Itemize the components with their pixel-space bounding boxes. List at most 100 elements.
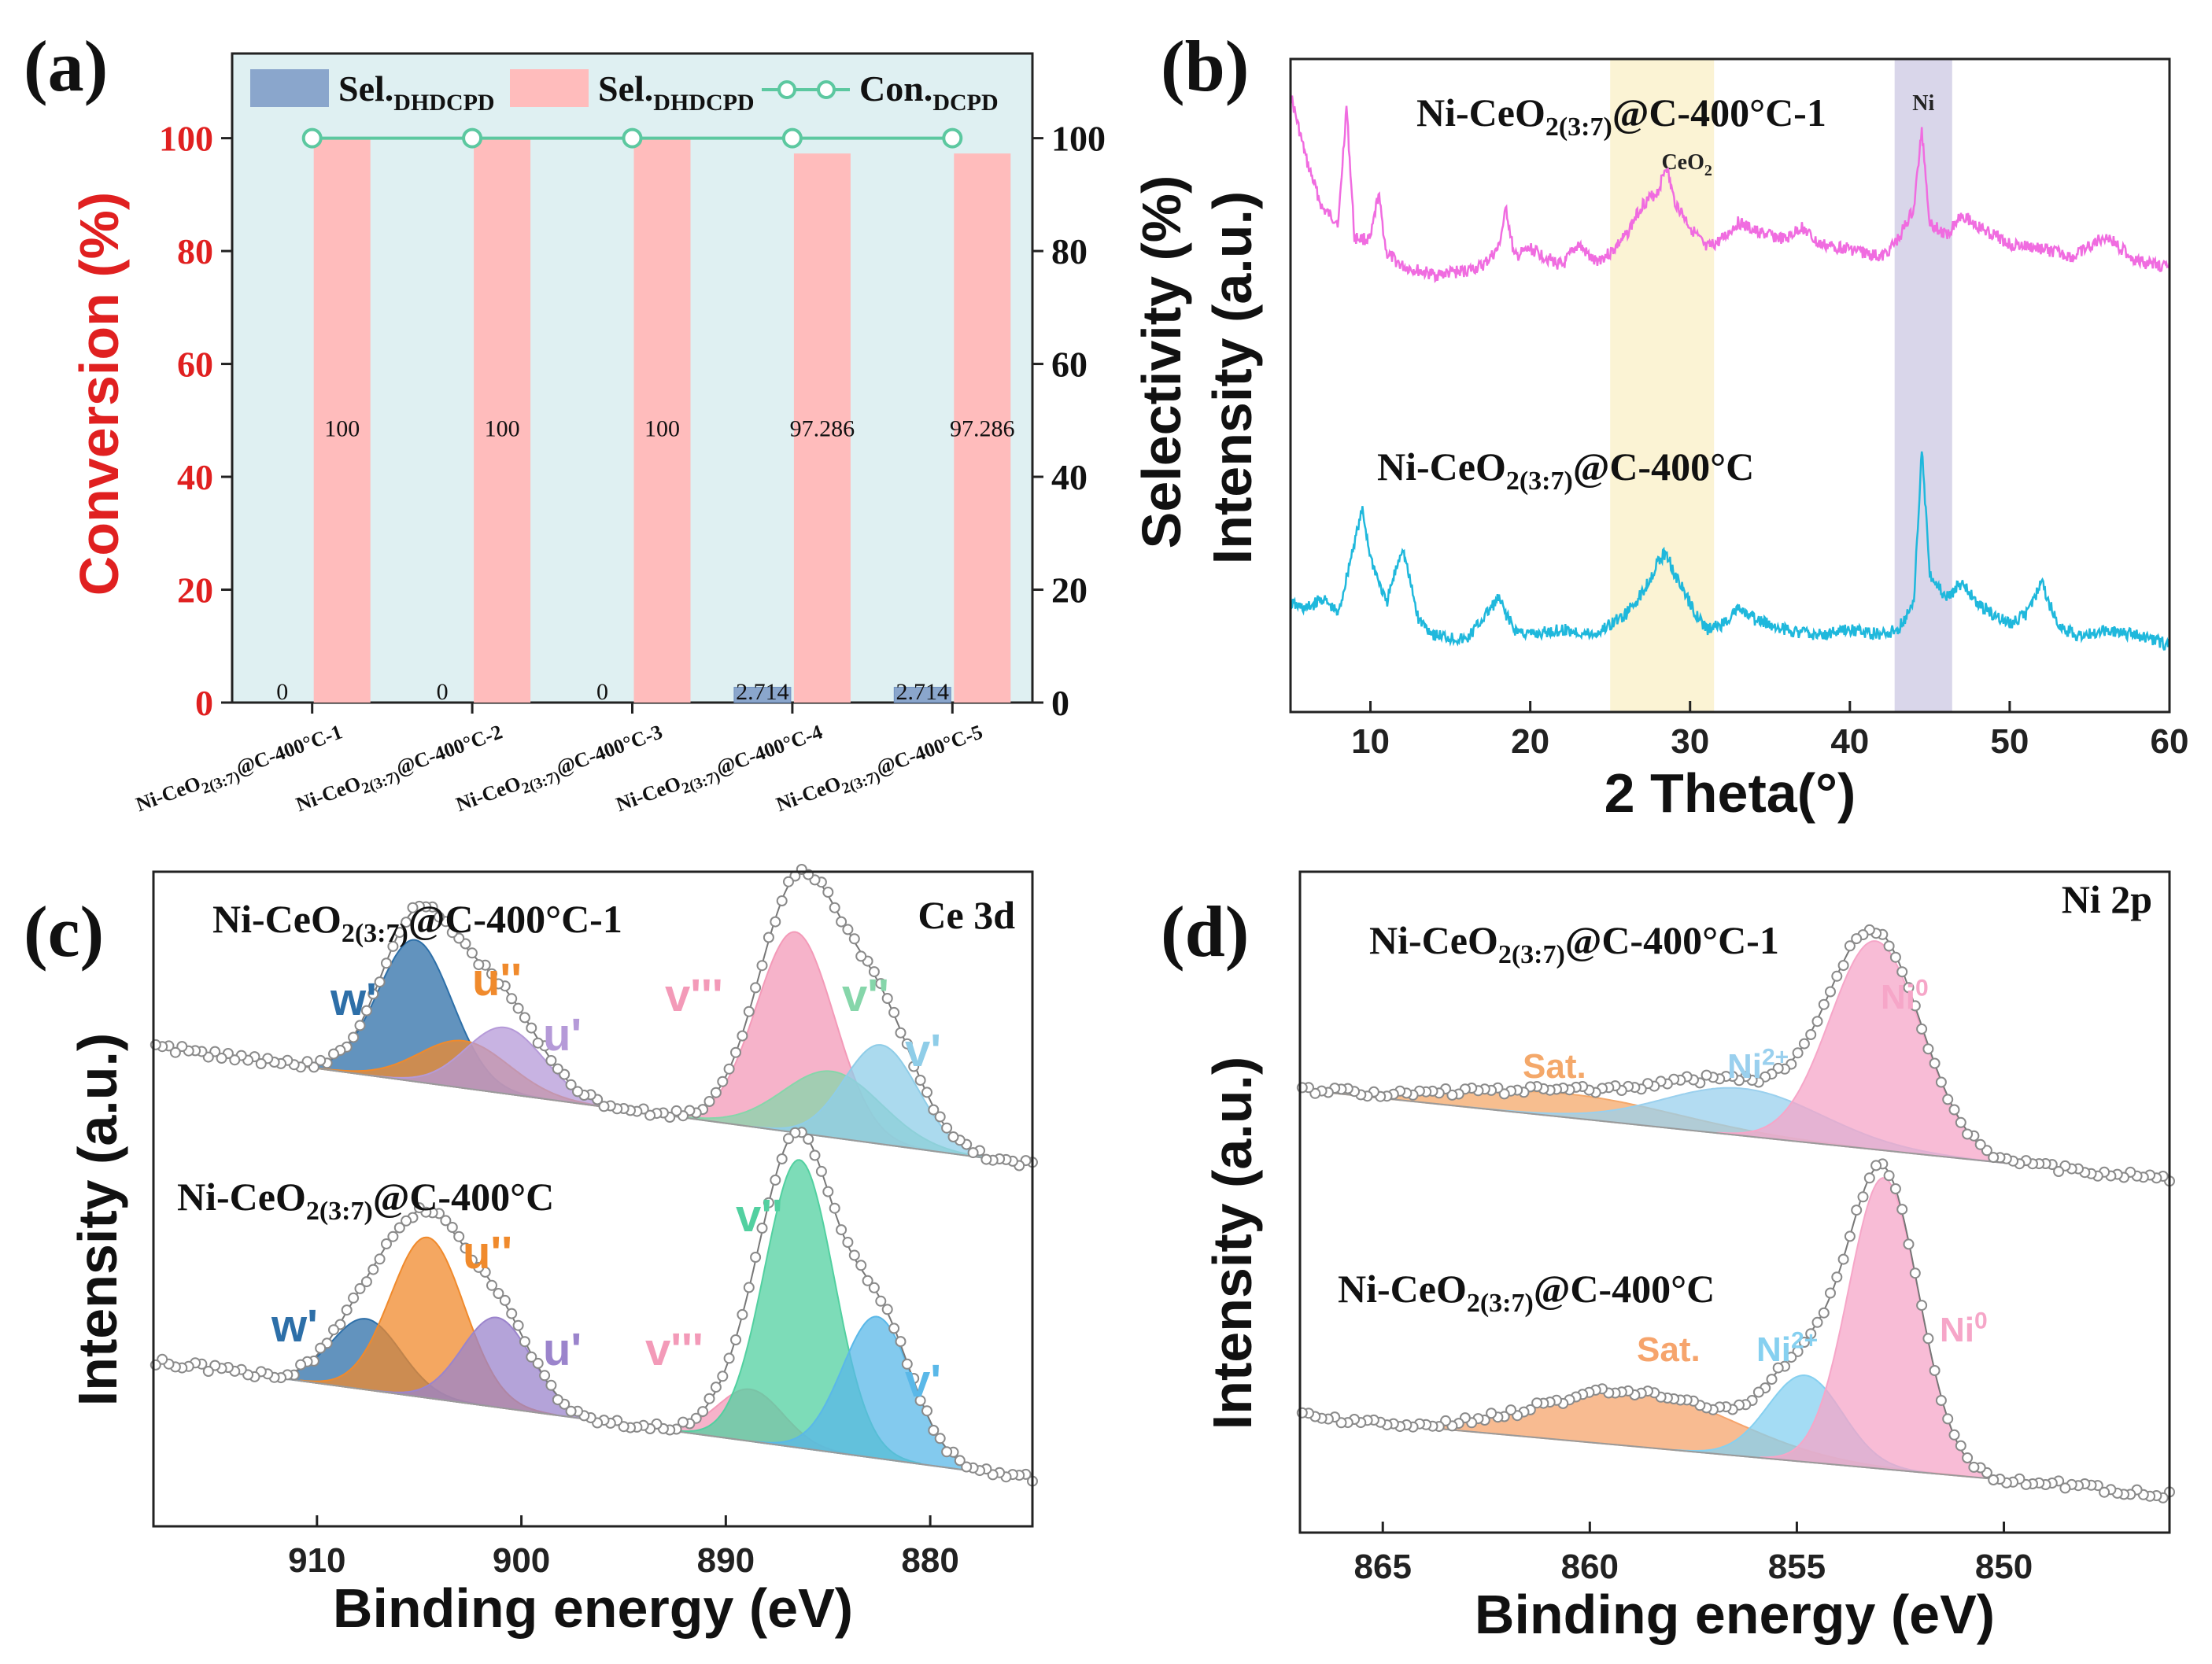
- panel-c-chart: Ni-CeO2(3:7)@C-400°C-1w' u''u'v''' v''v'Ni…: [67, 864, 1038, 1639]
- data-point-circle: [737, 1308, 748, 1320]
- sample-label-post: @C-400°C-1: [408, 897, 622, 941]
- data-point-circle: [1909, 1267, 1921, 1279]
- data-point-circle: [1831, 970, 1843, 982]
- data-point-circle: [374, 1253, 386, 1265]
- data-point-circle: [1811, 1316, 1823, 1328]
- data-point-circle: [255, 1058, 267, 1069]
- bar-label-sel-blue: 2.714: [896, 679, 950, 705]
- data-point-circle: [473, 1261, 485, 1273]
- bar-label-sel-pink: 100: [485, 415, 520, 441]
- data-point-circle: [486, 968, 497, 980]
- data-point-circle: [360, 1276, 372, 1288]
- data-point-circle: [460, 1242, 471, 1254]
- peak-label-sup: 0: [1974, 1308, 1988, 1334]
- data-point-circle: [1942, 1413, 1954, 1425]
- data-point-circle: [1988, 1152, 2000, 1164]
- data-point-circle: [1903, 1238, 1915, 1250]
- data-point-circle: [888, 1006, 900, 1018]
- data-point-circle: [730, 1046, 741, 1058]
- sample-label-base: Ni-CeO: [1338, 1267, 1467, 1311]
- data-point-circle: [934, 1433, 946, 1444]
- x-category-label-post: @C-400°C-5: [873, 720, 986, 780]
- data-point-circle: [348, 1031, 360, 1043]
- y-left-tick-label: 20: [177, 570, 213, 611]
- data-point-circle: [750, 982, 762, 994]
- highlight-region: [1894, 59, 1952, 712]
- data-point-circle: [1798, 1038, 1810, 1050]
- bar-label-sel-blue: 2.714: [736, 679, 789, 705]
- data-point-circle: [434, 911, 445, 923]
- data-point-circle: [743, 1005, 755, 1017]
- data-point-circle: [928, 1104, 940, 1116]
- data-point-circle: [941, 1122, 953, 1134]
- data-point-circle: [829, 902, 840, 913]
- data-point-circle: [822, 887, 834, 898]
- sample-label-post: @C-400°C: [373, 1175, 554, 1219]
- legend: Sel.DHDCPD Sel.DHDCPD Con.DCPD: [250, 68, 999, 116]
- x-tick-label: 850: [1975, 1548, 2033, 1586]
- panel-label-c: (c): [24, 891, 104, 972]
- data-point-circle: [1752, 1386, 1764, 1398]
- data-point-circle: [1870, 1160, 1882, 1171]
- data-point-circle: [295, 1359, 307, 1371]
- sample-label-post: @C-400°C: [1534, 1267, 1715, 1311]
- data-point-circle: [875, 978, 887, 990]
- data-point-circle: [710, 1382, 722, 1393]
- data-point-circle: [526, 1022, 537, 1034]
- x-tick-label: 50: [1990, 722, 2029, 761]
- data-point-circle: [803, 1133, 814, 1145]
- data-point-circle: [1486, 1408, 1497, 1419]
- sample-label-sub: 2(3:7): [306, 1197, 373, 1226]
- peak-label: v'': [736, 1190, 783, 1242]
- region-label-ni: Ni: [1912, 91, 1934, 116]
- data-point-circle: [1929, 1365, 1941, 1376]
- data-point-circle: [789, 1127, 801, 1138]
- data-point-circle: [1883, 1170, 1895, 1182]
- data-point-circle: [532, 1357, 544, 1369]
- data-point-circle: [1498, 1088, 1510, 1100]
- data-point-circle: [881, 993, 893, 1004]
- peak-label-base: Ni: [1881, 978, 1915, 1016]
- bar-label-sel-pink: 100: [324, 415, 360, 441]
- data-point-circle: [961, 1461, 973, 1473]
- data-point-circle: [1772, 1362, 1784, 1374]
- data-point-circle: [875, 1295, 887, 1307]
- legend-sub: DCPD: [932, 90, 998, 116]
- legend-swatch-sel-blue: [250, 69, 329, 107]
- line-con-dcpd-point: [301, 127, 323, 149]
- data-point-circle: [1935, 1076, 1947, 1088]
- data-point-circle: [526, 1351, 537, 1363]
- peak-label: u'': [472, 954, 522, 1005]
- legend-swatch-sel-pink: [510, 69, 589, 107]
- data-point-circle: [1805, 1029, 1817, 1040]
- data-point-circle: [1701, 1069, 1712, 1081]
- data-point-circle: [348, 1292, 360, 1304]
- y-left-tick-label: 40: [177, 457, 213, 497]
- data-point-circle: [2053, 1166, 2065, 1177]
- data-point-circle: [836, 916, 848, 928]
- data-point-circle: [565, 1079, 577, 1090]
- data-point-circle: [770, 916, 781, 928]
- data-point-circle: [842, 924, 854, 935]
- data-point-circle: [493, 1288, 504, 1299]
- data-point-circle: [407, 902, 419, 913]
- data-point-circle: [941, 1446, 953, 1458]
- data-point-circle: [1766, 1374, 1778, 1385]
- data-point-circle: [914, 1075, 926, 1086]
- data-point-circle: [446, 1222, 458, 1233]
- data-point-circle: [1903, 982, 1915, 994]
- y-right-tick-label: 0: [1051, 683, 1069, 723]
- bar-sel-blue: [733, 687, 792, 703]
- data-point-circle: [1798, 1337, 1810, 1348]
- data-point-circle: [1825, 986, 1836, 998]
- data-point-circle: [678, 1416, 689, 1428]
- sample-label-bottom-sub: 2(3:7): [1506, 467, 1573, 496]
- sample-label-base: Ni-CeO: [177, 1175, 306, 1219]
- sample-label: Ni-CeO2(3:7)@C-400°C: [177, 1175, 554, 1226]
- highlight-region: [1610, 59, 1715, 712]
- data-point-circle: [1916, 1300, 1928, 1312]
- data-point-circle: [770, 1174, 781, 1186]
- y-right-tick-label: 40: [1051, 457, 1088, 497]
- data-point-circle: [1857, 1191, 1869, 1203]
